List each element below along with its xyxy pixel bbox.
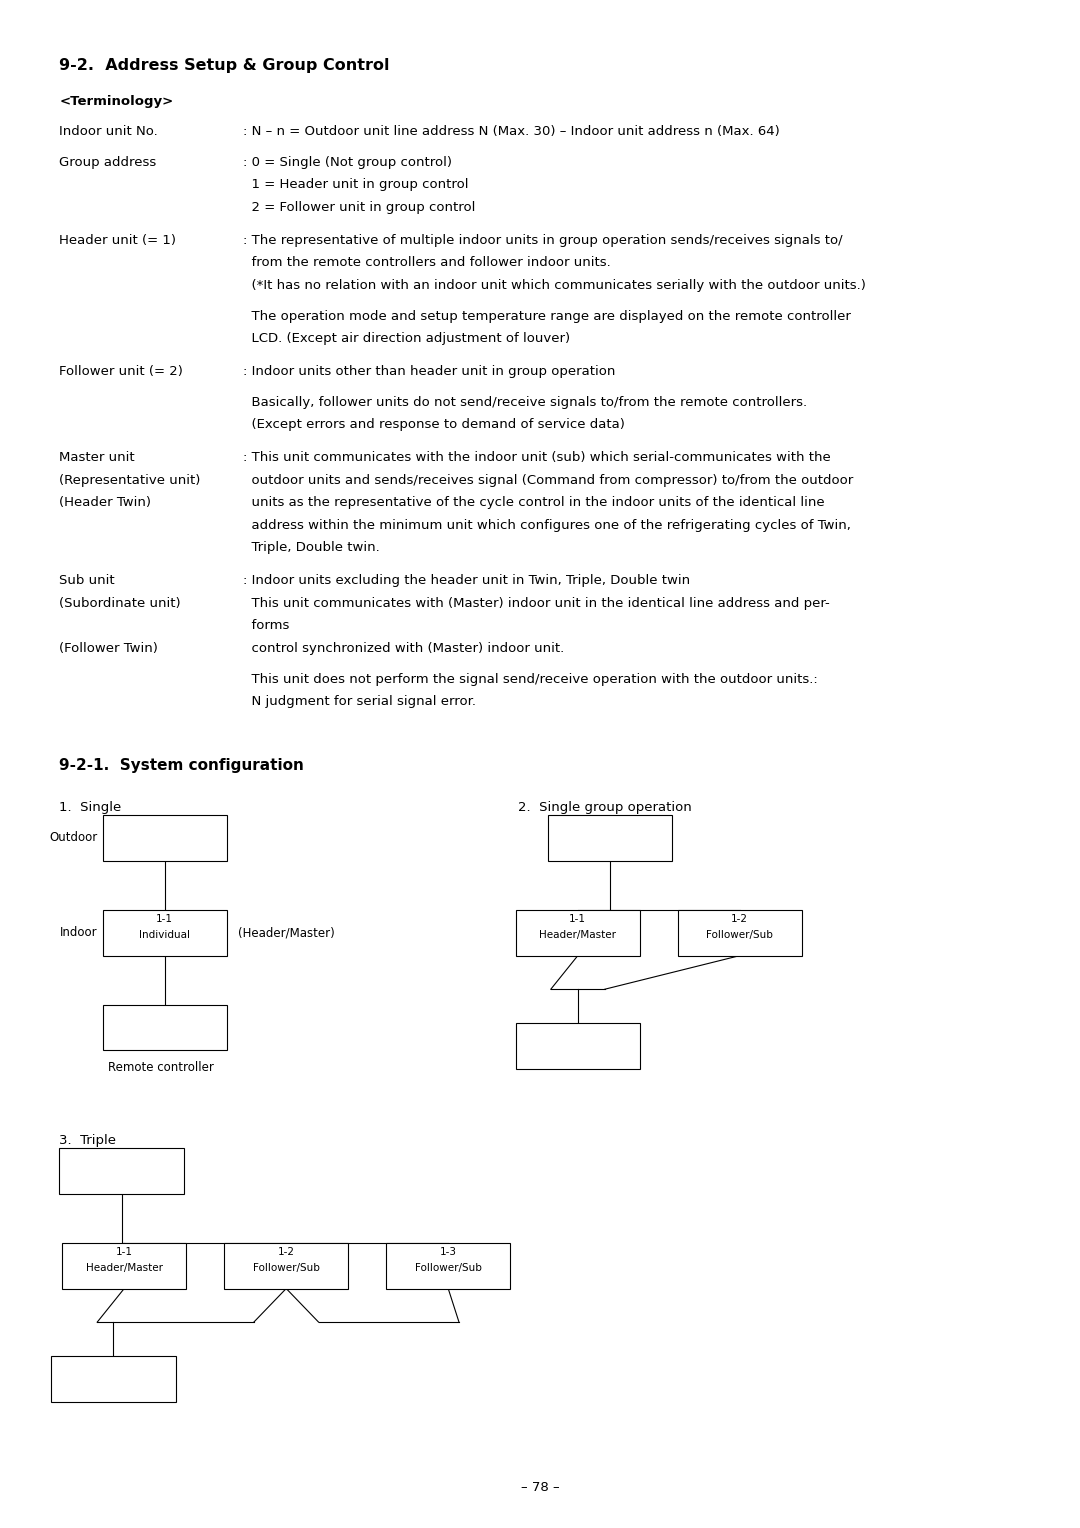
Text: : Indoor units excluding the header unit in Twin, Triple, Double twin: : Indoor units excluding the header unit… [243,575,690,587]
Text: units as the representative of the cycle control in the indoor units of the iden: units as the representative of the cycle… [243,497,825,509]
Text: Outdoor: Outdoor [49,831,97,845]
Text: (Follower Twin): (Follower Twin) [59,642,159,656]
Text: Header/Master: Header/Master [85,1264,163,1273]
Text: LCD. (Except air direction adjustment of louver): LCD. (Except air direction adjustment of… [243,332,570,345]
Bar [52,1355,175,1401]
Text: 1-1: 1-1 [157,914,173,924]
Text: Header/Master: Header/Master [539,931,617,940]
Text: 1-1: 1-1 [116,1247,133,1258]
Text: <Terminology>: <Terminology> [59,95,174,108]
Text: 1-3: 1-3 [440,1247,457,1258]
Bar [103,909,227,955]
Text: The operation mode and setup temperature range are displayed on the remote contr: The operation mode and setup temperature… [243,310,851,322]
Bar [548,814,672,860]
Text: 1 = Header unit in group control: 1 = Header unit in group control [243,179,469,191]
Text: This unit communicates with (Master) indoor unit in the identical line address a: This unit communicates with (Master) ind… [243,597,829,610]
Text: control synchronized with (Master) indoor unit.: control synchronized with (Master) indoo… [243,642,564,656]
Text: 2 = Follower unit in group control: 2 = Follower unit in group control [243,202,475,214]
Text: (Subordinate unit): (Subordinate unit) [59,597,181,610]
Text: 1-2: 1-2 [731,914,748,924]
Bar [59,1148,184,1193]
Text: Master unit: Master unit [59,451,135,465]
Text: Follower/Sub: Follower/Sub [706,931,773,940]
Text: forms: forms [243,619,289,633]
Text: : N – n = Outdoor unit line address N (Max. 30) – Indoor unit address n (Max. 64: : N – n = Outdoor unit line address N (M… [243,125,780,139]
Text: 1-2: 1-2 [278,1247,295,1258]
Text: Remote controller: Remote controller [108,1060,214,1074]
Text: Group address: Group address [59,156,157,168]
Bar [516,909,640,955]
Text: (Header Twin): (Header Twin) [59,497,151,509]
Text: Follower unit (= 2): Follower unit (= 2) [59,365,184,377]
Text: Basically, follower units do not send/receive signals to/from the remote control: Basically, follower units do not send/re… [243,396,807,408]
Text: from the remote controllers and follower indoor units.: from the remote controllers and follower… [243,257,611,269]
Text: Follower/Sub: Follower/Sub [415,1264,482,1273]
Text: Header unit (= 1): Header unit (= 1) [59,234,176,248]
Text: 1-1: 1-1 [569,914,586,924]
Text: : Indoor units other than header unit in group operation: : Indoor units other than header unit in… [243,365,616,377]
Text: N judgment for serial signal error.: N judgment for serial signal error. [243,695,476,707]
Text: (Except errors and response to demand of service data): (Except errors and response to demand of… [243,419,625,431]
Bar [516,1022,640,1068]
Text: Sub unit: Sub unit [59,575,116,587]
Text: Follower/Sub: Follower/Sub [253,1264,320,1273]
Text: – 78 –: – 78 – [521,1481,559,1494]
Text: : 0 = Single (Not group control): : 0 = Single (Not group control) [243,156,453,168]
Text: 9-2-1.  System configuration: 9-2-1. System configuration [59,758,305,773]
Text: outdoor units and sends/receives signal (Command from compressor) to/from the ou: outdoor units and sends/receives signal … [243,474,853,486]
Text: address within the minimum unit which configures one of the refrigerating cycles: address within the minimum unit which co… [243,520,851,532]
Text: (Representative unit): (Representative unit) [59,474,201,486]
Text: Individual: Individual [139,931,190,940]
Text: 9-2.  Address Setup & Group Control: 9-2. Address Setup & Group Control [59,58,390,73]
Text: Indoor unit No.: Indoor unit No. [59,125,158,139]
Text: : This unit communicates with the indoor unit (sub) which serial-communicates wi: : This unit communicates with the indoor… [243,451,831,465]
Bar [103,1004,227,1050]
Bar [678,909,802,955]
Text: (*It has no relation with an indoor unit which communicates serially with the ou: (*It has no relation with an indoor unit… [243,280,866,292]
Bar [63,1242,187,1288]
Text: Triple, Double twin.: Triple, Double twin. [243,541,380,555]
Text: 3.  Triple: 3. Triple [59,1134,117,1148]
Bar [103,814,227,860]
Bar [225,1242,348,1288]
Text: : The representative of multiple indoor units in group operation sends/receives : : The representative of multiple indoor … [243,234,842,248]
Text: (Header/Master): (Header/Master) [238,926,335,940]
Text: 1.  Single: 1. Single [59,802,122,814]
Text: Indoor: Indoor [59,926,97,940]
Text: 2.  Single group operation: 2. Single group operation [518,802,692,814]
Text: This unit does not perform the signal send/receive operation with the outdoor un: This unit does not perform the signal se… [243,672,818,686]
Bar [387,1242,510,1288]
